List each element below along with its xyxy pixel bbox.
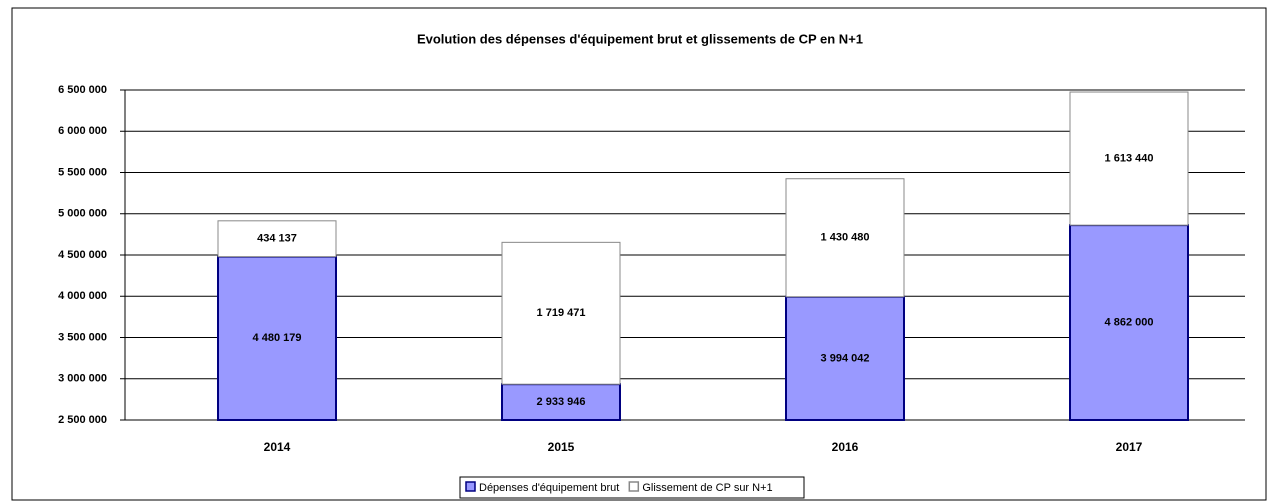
y-tick-label: 3 500 000 (58, 331, 107, 343)
y-tick-label: 5 000 000 (58, 208, 107, 220)
data-label: 4 862 000 (1105, 316, 1154, 328)
bar-segment (785, 295, 905, 422)
bar-segment (1069, 91, 1189, 226)
legend-label: Glissement de CP sur N+1 (642, 482, 772, 494)
y-tick-label: 3 000 000 (58, 373, 107, 385)
bar-segment (217, 255, 337, 421)
x-tick-label: 2017 (1116, 440, 1143, 454)
data-label: 1 719 471 (537, 307, 586, 319)
data-label: 3 994 042 (821, 352, 870, 364)
legend-swatch (465, 481, 476, 492)
x-tick-label: 2014 (264, 440, 291, 454)
y-tick-label: 5 500 000 (58, 166, 107, 178)
y-tick-label: 4 000 000 (58, 290, 107, 302)
data-label: 1 430 480 (821, 232, 870, 244)
bar-segment (217, 220, 337, 258)
y-tick-label: 6 000 000 (58, 125, 107, 137)
bar-segment (1069, 224, 1189, 421)
data-label: 1 613 440 (1105, 152, 1154, 164)
legend-swatch (628, 481, 640, 492)
y-tick-label: 6 500 000 (58, 84, 107, 96)
y-tick-label: 2 500 000 (58, 414, 107, 426)
legend-label: Dépenses d'équipement brut (479, 482, 619, 494)
data-label: 434 137 (257, 233, 297, 245)
x-tick-label: 2016 (832, 440, 859, 454)
bar-segment (785, 178, 905, 298)
bar-segment (501, 383, 621, 422)
data-label: 2 933 946 (537, 396, 586, 408)
data-label: 4 480 179 (253, 332, 302, 344)
x-tick-label: 2015 (548, 440, 575, 454)
bar-segment (501, 241, 621, 385)
chart-title: Evolution des dépenses d'équipement brut… (417, 31, 863, 46)
y-tick-label: 4 500 000 (58, 249, 107, 261)
